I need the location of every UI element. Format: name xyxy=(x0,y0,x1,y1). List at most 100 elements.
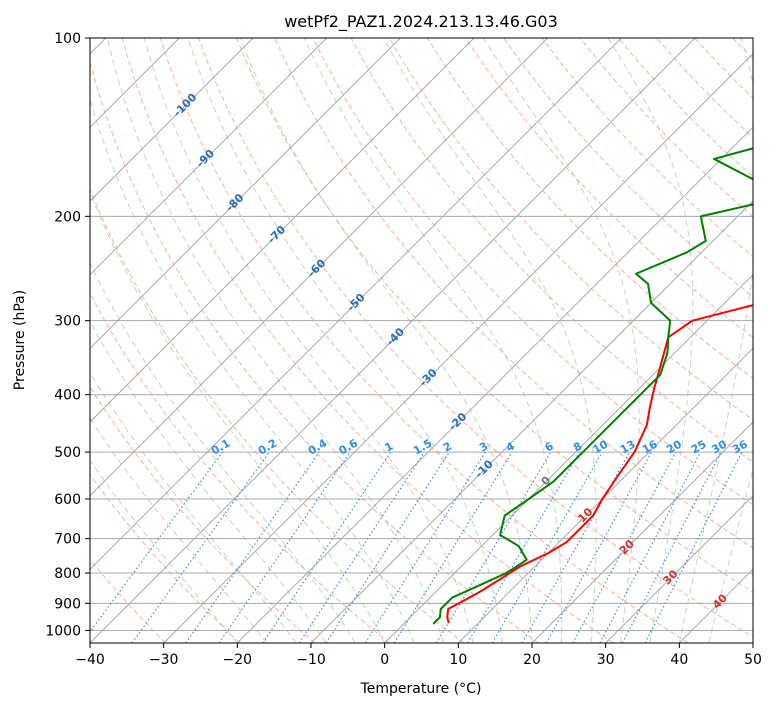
moist-adiabat xyxy=(303,38,563,643)
y-tick-label: 900 xyxy=(54,596,81,612)
dry-adiabat xyxy=(503,38,753,298)
dry-adiabat xyxy=(732,38,753,60)
x-tick-label: 10 xyxy=(449,652,467,668)
dry-adiabat xyxy=(388,38,753,421)
moist-adiabat xyxy=(90,261,356,643)
y-tick-label: 800 xyxy=(54,566,81,582)
mixing-ratio-label: 16 xyxy=(640,437,660,456)
isotherm-line xyxy=(531,421,753,643)
x-axis-label: Temperature (°C) xyxy=(360,681,482,697)
moist-adiabat xyxy=(106,38,445,643)
x-tick-label: 40 xyxy=(670,652,688,668)
mixing-ratio-line xyxy=(572,451,677,643)
dewpoint-profile xyxy=(432,147,753,625)
mixing-ratio-line xyxy=(218,451,351,643)
mixing-ratio-label: 1.5 xyxy=(411,437,434,458)
dry-adiabat xyxy=(90,558,166,643)
y-tick-label: 300 xyxy=(54,314,81,330)
y-axis-label: Pressure (hPa) xyxy=(12,290,28,390)
background-annotations: 0.1 0.2 0.4 0.6 1 1.5 2 3 4 6 8 10 13 16 20 25 30 36-100-… xyxy=(171,91,750,612)
dry-adiabat xyxy=(694,38,753,99)
mixing-ratio-line xyxy=(491,451,603,643)
mixing-ratio-line xyxy=(325,451,450,643)
mixing-ratio-label: 25 xyxy=(689,438,709,457)
moist-adiabat xyxy=(90,190,386,643)
moist-adiabat xyxy=(90,371,297,643)
x-tick-label: −20 xyxy=(223,652,253,668)
moist-adiabat xyxy=(607,38,694,643)
dry-adiabat xyxy=(90,187,465,643)
dry-adiabat xyxy=(121,38,614,643)
y-tick-label: 1000 xyxy=(45,623,81,639)
mixing-ratio-label: 0.4 xyxy=(306,436,330,457)
isotherm-line xyxy=(384,273,753,643)
moist-adiabat xyxy=(90,97,415,643)
dry-adiabat xyxy=(90,385,316,643)
x-tick-label: 30 xyxy=(597,652,615,668)
x-tick-label: −10 xyxy=(296,652,326,668)
mixing-ratio-line xyxy=(644,451,743,643)
isotherm-line xyxy=(678,568,753,643)
y-tick-label: 600 xyxy=(54,492,81,508)
mixing-ratio-label: 0.1 xyxy=(209,437,232,458)
mixing-ratio-line xyxy=(435,451,552,643)
dry-adiabat xyxy=(90,292,390,643)
dry-adiabat xyxy=(198,38,753,638)
moist-adiabat xyxy=(239,38,533,643)
mixing-ratio-label: 30 xyxy=(709,437,729,456)
isotherm-line xyxy=(90,38,696,643)
plot-frame xyxy=(89,37,754,644)
isotherm-line xyxy=(457,347,753,643)
mixing-ratio-line xyxy=(545,451,653,643)
dry-adiabat xyxy=(426,38,753,379)
isotherm-line xyxy=(236,126,753,643)
dry-adiabat xyxy=(274,38,753,549)
y-tick-label: 700 xyxy=(54,532,81,548)
moist-adiabat xyxy=(90,459,238,643)
mixing-ratio-line xyxy=(466,451,580,643)
moist-adiabat xyxy=(383,38,597,643)
mixing-ratio-line xyxy=(364,451,486,643)
dry-adiabat xyxy=(159,38,689,643)
dry-adiabat xyxy=(771,38,775,643)
isotherm-line xyxy=(310,200,753,643)
mixing-ratio-line xyxy=(393,451,513,643)
mixing-ratio-line xyxy=(521,451,631,643)
mixing-ratio-label: 36 xyxy=(730,437,750,456)
moist-adiabat xyxy=(678,38,753,643)
y-tick-label: 400 xyxy=(54,388,81,404)
x-tick-label: 20 xyxy=(523,652,541,668)
moist-adiabat xyxy=(90,417,268,643)
dry-adiabat xyxy=(90,60,540,643)
dry-adiabat xyxy=(236,38,753,593)
y-tick-label: 500 xyxy=(54,445,81,461)
moist-adiabat xyxy=(187,38,504,643)
x-tick-label: −40 xyxy=(75,652,105,668)
y-axis: 100 200 300 400 500 600 700 800 900 1000 xyxy=(45,31,90,639)
mixing-ratio-line xyxy=(90,451,223,633)
mixing-ratio-label: 0.6 xyxy=(337,436,361,457)
isotherm-line xyxy=(90,38,328,276)
isotherm-line xyxy=(90,38,401,350)
chart-title: wetPf2_PAZ1.2024.213.13.46.G03 xyxy=(284,12,558,32)
mixing-ratio-line xyxy=(298,451,425,643)
isotherm-line xyxy=(90,38,254,202)
moist-adiabat xyxy=(708,467,753,643)
sounding-profiles xyxy=(432,147,753,625)
isotherm-line xyxy=(90,38,475,423)
isotherm-line xyxy=(163,52,753,643)
y-tick-label: 100 xyxy=(54,31,81,47)
dry-adiabat xyxy=(655,38,753,139)
background-lines xyxy=(90,38,775,643)
mixing-ratio-label: 20 xyxy=(664,437,684,456)
isotherm-line xyxy=(752,642,753,643)
x-tick-label: −30 xyxy=(149,652,179,668)
moist-adiabat xyxy=(482,38,640,643)
dry-adiabat xyxy=(90,473,241,643)
moist-adiabat xyxy=(143,38,474,643)
dry-adiabat xyxy=(350,38,753,463)
mixing-ratio-line xyxy=(185,451,320,643)
isotherm-line xyxy=(90,38,549,497)
x-tick-label: 50 xyxy=(744,652,762,668)
